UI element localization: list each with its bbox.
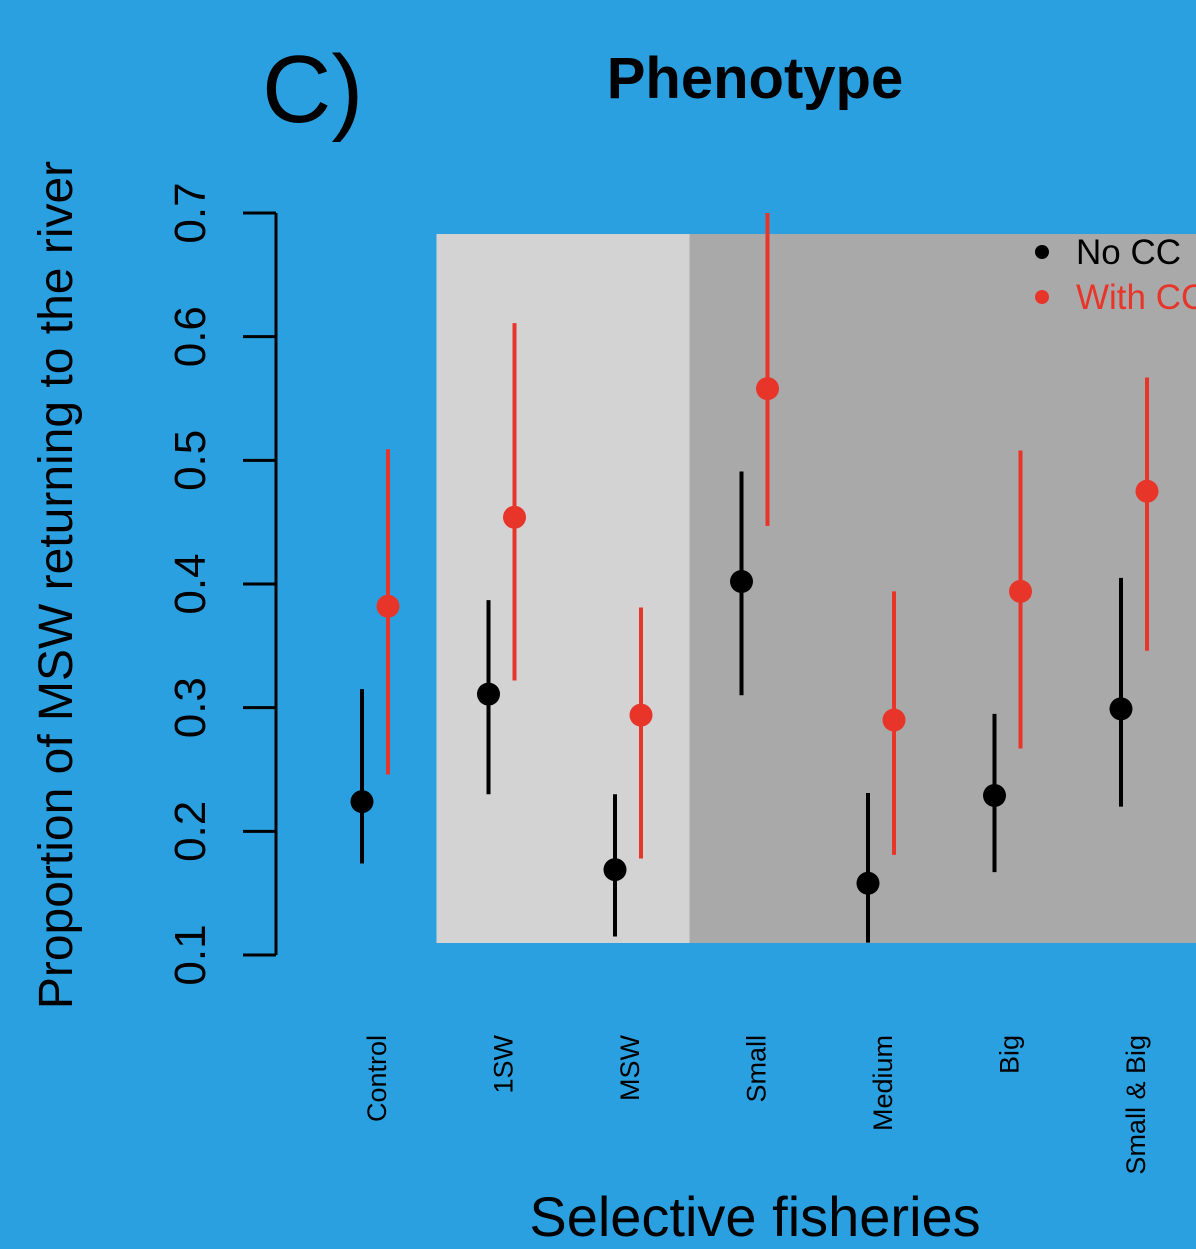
x-tick-label: 1SW: [489, 1034, 519, 1093]
y-axis: 0.1 0.2 0.3 0.4 0.5 0.6 0.7: [166, 182, 278, 986]
y-tick-label: 0.7: [166, 182, 215, 243]
x-tick-label: Medium: [868, 1035, 898, 1131]
x-tick-label: Control: [362, 1035, 392, 1122]
y-tick-label: 0.2: [166, 801, 215, 862]
point-with-cc: [1009, 579, 1032, 603]
point-no-cc: [856, 871, 880, 895]
shaded-region-dark: [689, 234, 1196, 943]
y-tick-label: 0.4: [166, 553, 215, 614]
point-with-cc: [503, 505, 526, 529]
y-tick-label: 0.5: [166, 430, 215, 491]
y-tick-label: 0.3: [166, 677, 215, 738]
point-no-cc: [477, 682, 500, 706]
x-tick-labels: Control 1SW MSW Small Medium Big Small & Big: [362, 1034, 1151, 1174]
panel-label: C): [262, 36, 363, 143]
point-with-cc: [882, 708, 906, 732]
x-tick-label: Small & Big: [1121, 1035, 1151, 1175]
legend-label: No CC: [1076, 233, 1181, 272]
point-no-cc: [350, 790, 374, 814]
x-tick-label: MSW: [615, 1034, 645, 1101]
point-no-cc: [603, 858, 627, 882]
y-tick-label: 0.1: [166, 924, 215, 985]
point-with-cc: [629, 703, 653, 727]
shaded-region-light: [436, 234, 693, 943]
point-no-cc: [730, 570, 753, 594]
chart-title: Phenotype: [607, 46, 904, 111]
shaded-regions: [436, 234, 1196, 943]
y-tick-label: 0.6: [166, 306, 215, 367]
point-no-cc: [983, 783, 1006, 807]
point-with-cc: [376, 594, 400, 618]
y-axis-label: Proportion of MSW returning to the river: [30, 161, 83, 1009]
data-marks: [350, 213, 1159, 943]
x-tick-label: Big: [995, 1035, 1025, 1074]
legend-marker: [1035, 290, 1049, 304]
point-no-cc: [1109, 697, 1133, 721]
legend-marker: [1035, 245, 1049, 259]
legend-label: With CC: [1076, 278, 1196, 317]
point-with-cc: [756, 377, 779, 401]
legend: No CC With CC: [1035, 233, 1196, 317]
x-axis-label: Selective fisheries: [529, 1185, 980, 1248]
point-with-cc: [1135, 479, 1159, 503]
x-tick-label: Small: [742, 1035, 772, 1103]
